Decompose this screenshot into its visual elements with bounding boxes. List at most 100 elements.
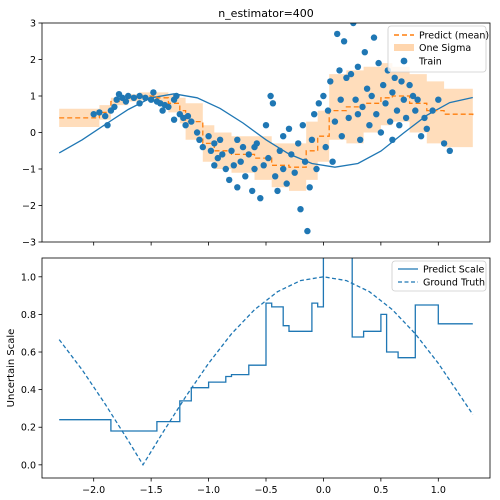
train-point bbox=[359, 103, 366, 111]
train-point bbox=[423, 125, 430, 132]
train-point bbox=[147, 96, 155, 103]
train-point bbox=[352, 96, 359, 103]
top-legend-box bbox=[387, 25, 487, 73]
train-point bbox=[306, 184, 313, 191]
train-point bbox=[205, 133, 212, 140]
train-point bbox=[122, 98, 130, 105]
train-point bbox=[251, 143, 258, 151]
train-point bbox=[113, 96, 120, 103]
train-point bbox=[214, 154, 221, 162]
train-point bbox=[412, 107, 419, 114]
top-ytick-label: 3 bbox=[30, 19, 36, 30]
train-point bbox=[211, 140, 218, 147]
train-point bbox=[357, 136, 364, 143]
train-point bbox=[283, 180, 290, 187]
train-point bbox=[184, 112, 192, 120]
train-point bbox=[111, 103, 118, 111]
train-point bbox=[446, 147, 453, 154]
train-point bbox=[380, 81, 387, 89]
train-point bbox=[288, 151, 295, 158]
top-ytick-label: −3 bbox=[22, 238, 36, 249]
bottom-ytick-label: 0.0 bbox=[21, 460, 36, 471]
train-point bbox=[373, 111, 380, 118]
bottom-xtick-label: 0.5 bbox=[373, 485, 388, 496]
train-point bbox=[338, 133, 345, 140]
train-point bbox=[398, 78, 405, 85]
train-point bbox=[368, 92, 375, 100]
bottom-xtick-label: −0.5 bbox=[254, 485, 277, 496]
train-point bbox=[406, 81, 413, 89]
train-point bbox=[322, 143, 329, 151]
top-ytick-label: −2 bbox=[22, 201, 36, 212]
train-point bbox=[234, 184, 241, 191]
train-point bbox=[324, 107, 332, 114]
train-point bbox=[159, 107, 166, 114]
train-point bbox=[280, 133, 287, 140]
top-ytick-label: 2 bbox=[30, 55, 36, 66]
train-point bbox=[272, 173, 279, 180]
train-point bbox=[393, 107, 401, 114]
train-point bbox=[219, 151, 226, 158]
train-point bbox=[361, 49, 368, 56]
train-point bbox=[391, 74, 398, 82]
train-point bbox=[274, 187, 281, 195]
train-point bbox=[336, 67, 343, 74]
train-point bbox=[234, 136, 241, 143]
train-point bbox=[249, 187, 256, 195]
bottom-legend: Predict Scale Ground Truth bbox=[391, 260, 487, 292]
top-panel: n_estimator=400 −3 −2 −1 0 1 2 3 Predict (mean… bbox=[22, 7, 491, 249]
legend-predict-mean-label: Predict (mean) bbox=[419, 31, 489, 42]
train-point bbox=[315, 100, 322, 107]
train-point bbox=[207, 147, 215, 154]
bottom-axes-frame bbox=[41, 257, 491, 479]
train-point bbox=[196, 136, 203, 143]
legend-train-label: Train bbox=[418, 57, 442, 68]
top-axes-frame bbox=[41, 22, 491, 243]
train-point bbox=[400, 96, 407, 103]
bottom-xtick-label: −2.0 bbox=[82, 485, 105, 496]
bottom-plot-area bbox=[58, 258, 474, 467]
train-point bbox=[125, 92, 132, 100]
train-point bbox=[382, 100, 389, 107]
train-point bbox=[429, 107, 436, 114]
bottom-xtick-label: 1.0 bbox=[431, 485, 446, 496]
train-point bbox=[402, 114, 410, 122]
train-point bbox=[370, 34, 378, 41]
bottom-ytick-label: 0.2 bbox=[21, 423, 36, 434]
train-point bbox=[327, 78, 334, 85]
train-point bbox=[188, 118, 195, 125]
train-point bbox=[150, 89, 157, 96]
legend-one-sigma-swatch bbox=[394, 44, 414, 51]
train-point bbox=[354, 111, 362, 118]
train-point bbox=[265, 154, 272, 162]
train-point bbox=[193, 129, 201, 136]
bottom-ytick-label: 0.4 bbox=[21, 385, 36, 396]
bottom-xtick-label: 0.0 bbox=[316, 485, 331, 496]
train-point bbox=[435, 96, 442, 103]
bottom-axes: 0.0 0.2 0.4 0.6 0.8 1.0 −2.0 −1.5 −1.0 −0.5 0.0 0.5… bbox=[21, 272, 446, 496]
legend-ground-truth-label: Ground Truth bbox=[423, 278, 485, 289]
bottom-ylabel: Uncertain Scale bbox=[6, 329, 17, 408]
train-point bbox=[216, 136, 224, 143]
true-function-line bbox=[58, 93, 473, 168]
train-point bbox=[409, 92, 417, 100]
train-point bbox=[90, 111, 97, 118]
train-point bbox=[226, 176, 233, 184]
bottom-panel: 0.0 0.2 0.4 0.6 0.8 1.0 −2.0 −1.5 −1.0 −0.5 0.0 0.5… bbox=[6, 257, 491, 496]
train-point bbox=[389, 89, 396, 96]
train-point bbox=[340, 38, 348, 45]
bottom-xtick-label: −1.0 bbox=[197, 485, 220, 496]
train-point bbox=[104, 122, 111, 129]
train-point bbox=[142, 94, 149, 102]
train-point bbox=[130, 94, 138, 102]
train-point bbox=[421, 114, 428, 122]
train-point bbox=[414, 96, 421, 103]
train-point bbox=[182, 122, 189, 129]
train-point bbox=[280, 165, 287, 173]
train-point bbox=[345, 114, 352, 122]
train-point bbox=[386, 118, 394, 125]
train-point bbox=[260, 162, 267, 169]
train-point bbox=[267, 92, 274, 100]
train-point bbox=[173, 92, 180, 100]
train-point bbox=[222, 165, 229, 173]
